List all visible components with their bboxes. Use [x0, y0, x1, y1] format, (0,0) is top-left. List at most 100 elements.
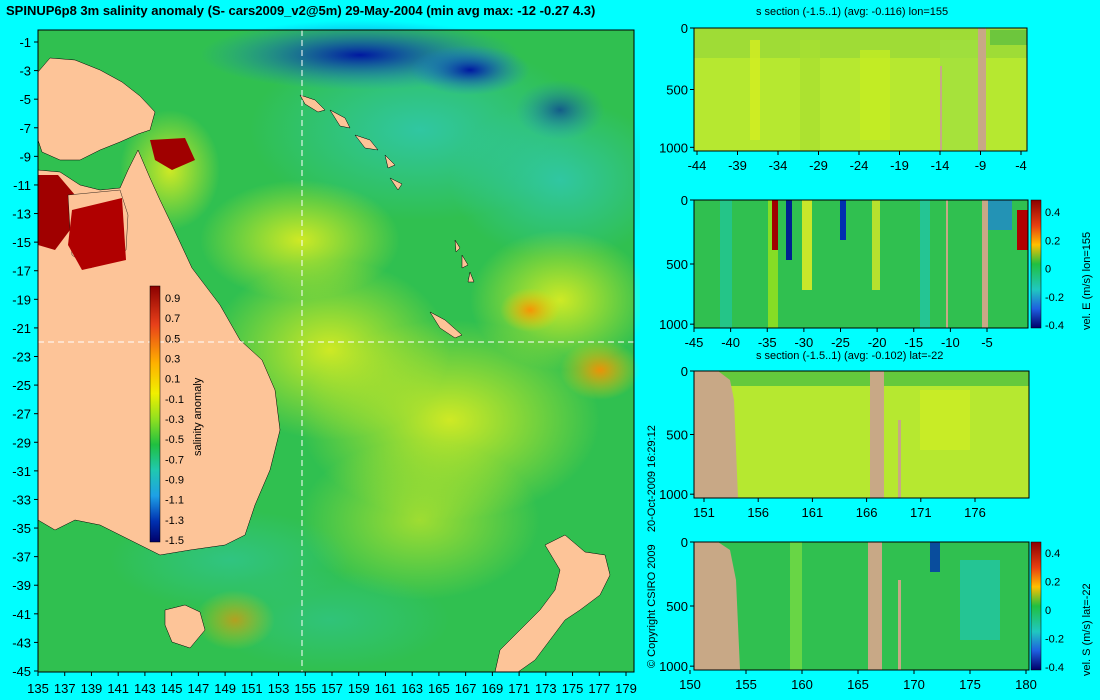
vel-e-colorbar-label: vel. E (m/s) lon=155 [1081, 231, 1093, 330]
land-tasmania [164, 604, 206, 649]
panel-x-tick-label: 155 [735, 677, 757, 692]
gulf-high-anomaly [38, 175, 75, 250]
panel-x-tick-label: -35 [758, 335, 777, 350]
panel-x-tick-label: -19 [890, 158, 909, 173]
panel-x-tick-label: -9 [975, 158, 987, 173]
salinity-field [110, 20, 640, 670]
panel-x-tick-label: 160 [791, 677, 813, 692]
panel-x-tick-label: -15 [904, 335, 923, 350]
map-lat-tick-label: -29 [12, 435, 31, 450]
land-new-guinea [37, 57, 156, 161]
panel-x-tick-label: -4 [1015, 158, 1027, 173]
panel-y-tick-label: 500 [666, 599, 688, 614]
salinity-colorbar-tick: -0.5 [165, 434, 184, 446]
map-lon-tick-label: 141 [107, 681, 129, 696]
map-lon-tick-label: 153 [268, 681, 290, 696]
salinity-colorbar-tick: -0.9 [165, 475, 184, 487]
map-lon-tick-label: 135 [27, 681, 49, 696]
map-lat-tick-label: -19 [12, 292, 31, 307]
panel-1-title: s section (-1.5..1) (avg: -0.116) lon=15… [756, 6, 949, 18]
salinity-colorbar-tick: -1.3 [165, 515, 184, 527]
land-new-zealand [494, 534, 611, 673]
map-lon-tick-label: 175 [562, 681, 584, 696]
salinity-colorbar-tick: -0.1 [165, 394, 184, 406]
salinity-colorbar-tick: 0.3 [165, 354, 180, 366]
map-lat-tick-label: -5 [19, 92, 31, 107]
map-lat-tick-label: -31 [12, 464, 31, 479]
map-lat-tick-label: -35 [12, 521, 31, 536]
map-lon-tick-label: 173 [535, 681, 557, 696]
map-lat-tick-label: -25 [12, 378, 31, 393]
map-lat-tick-label: -23 [12, 350, 31, 365]
map-lat-tick-label: -33 [12, 492, 31, 507]
map-lat-tick-label: -27 [12, 407, 31, 422]
panel-3-ticks: 0 500 1000 151 156 161 166 171 176 [659, 364, 986, 520]
map-lon-tick-label: 177 [588, 681, 610, 696]
panel-colorbar-tick: -0.4 [1045, 320, 1064, 332]
panel-x-tick-label: 176 [964, 505, 986, 520]
salinity-colorbar-tick: 0.9 [165, 293, 180, 305]
torres-high-anomaly [150, 138, 195, 170]
vel-e-colorbar [1030, 199, 1042, 329]
map-lon-tick-label: 159 [348, 681, 370, 696]
panel-x-tick-label: 150 [679, 677, 701, 692]
salinity-colorbar-tick: -1.1 [165, 495, 184, 507]
panel-2-ticks: 0 500 1000 -45 -40 -35 -30 -25 -20 -15 -10 -5 0.4 0.2… [659, 193, 1064, 350]
panel-x-tick-label: -44 [688, 158, 707, 173]
panel-x-tick-label: -20 [868, 335, 887, 350]
panel-x-tick-label: -5 [981, 335, 993, 350]
map-lat-tick-label: -15 [12, 235, 31, 250]
panel-x-tick-label: 170 [903, 677, 925, 692]
panel-x-tick-label: 180 [1015, 677, 1037, 692]
map-lon-tick-label: 179 [615, 681, 637, 696]
panel-y-tick-label: 0 [681, 364, 688, 379]
panel-x-tick-label: -34 [769, 158, 788, 173]
map-lat-tick-label: -41 [12, 607, 31, 622]
panel-x-tick-label: -30 [794, 335, 813, 350]
panel-x-tick-label: 161 [802, 505, 824, 520]
vel-s-colorbar [1030, 541, 1042, 671]
map-lat-tick-label: -1 [19, 35, 31, 50]
panel-x-tick-label: -10 [941, 335, 960, 350]
salinity-colorbar-tick: 0.5 [165, 333, 180, 345]
panel-2-plot [693, 199, 1042, 329]
land-new-caledonia [429, 311, 463, 339]
salinity-colorbar-tick: 0.1 [165, 374, 180, 386]
map-lat-tick-label: -9 [19, 149, 31, 164]
map-lon-tick-label: 157 [321, 681, 343, 696]
map-lon-tick-label: 155 [294, 681, 316, 696]
map-lon-tick-label: 147 [188, 681, 210, 696]
salinity-colorbar-tick: -0.3 [165, 414, 184, 426]
panel-x-tick-label: -24 [850, 158, 869, 173]
salinity-map: 0.9 0.7 0.5 0.3 0.1 -0.1 -0.3 -0.5 -0.7 -0.9 -1.1 -… [12, 20, 640, 696]
panel-x-tick-label: 171 [910, 505, 932, 520]
map-lat-tick-label: -45 [12, 664, 31, 679]
map-lat-tick-label: -3 [19, 64, 31, 79]
panel-1-ticks: 0 500 1000-44 -39 -34 -29 -24 -19 -14 -9 -4 [659, 21, 1027, 173]
panel-x-tick-label: -40 [721, 335, 740, 350]
map-lon-tick-label: 139 [81, 681, 103, 696]
panel-x-tick-label: -25 [831, 335, 850, 350]
map-lon-tick-label: 161 [375, 681, 397, 696]
panel-y-tick-label: 0 [681, 193, 688, 208]
salinity-colorbar [149, 285, 161, 543]
panel-x-tick-label: -29 [809, 158, 828, 173]
panel-y-tick-label: 500 [666, 428, 688, 443]
map-lon-tick-label: 137 [54, 681, 76, 696]
panel-colorbar-tick: -0.2 [1045, 634, 1064, 646]
panel-y-tick-label: 1000 [659, 487, 688, 502]
panel-x-tick-label: 151 [693, 505, 715, 520]
panel-colorbar-tick: -0.2 [1045, 292, 1064, 304]
panel-colorbar-tick: 0.2 [1045, 235, 1060, 247]
panel-4-plot [693, 541, 1042, 671]
vel-s-colorbar-label: vel. S (m/s) lat=-22 [1081, 583, 1093, 676]
panel-colorbar-tick: 0.2 [1045, 577, 1060, 589]
panel-x-tick-label: 165 [847, 677, 869, 692]
map-lat-tick-label: -39 [12, 578, 31, 593]
land-solomon-islands [299, 94, 403, 191]
panel-x-tick-label: -45 [685, 335, 704, 350]
map-latitude-ticks: -1 -3 -5 -7 -9 -11 -13 -15 -17 -19 -21 -23 -25 -27 -29… [12, 35, 38, 679]
salinity-colorbar-tick: 0.7 [165, 313, 180, 325]
salinity-colorbar-tick: -1.5 [165, 535, 184, 547]
